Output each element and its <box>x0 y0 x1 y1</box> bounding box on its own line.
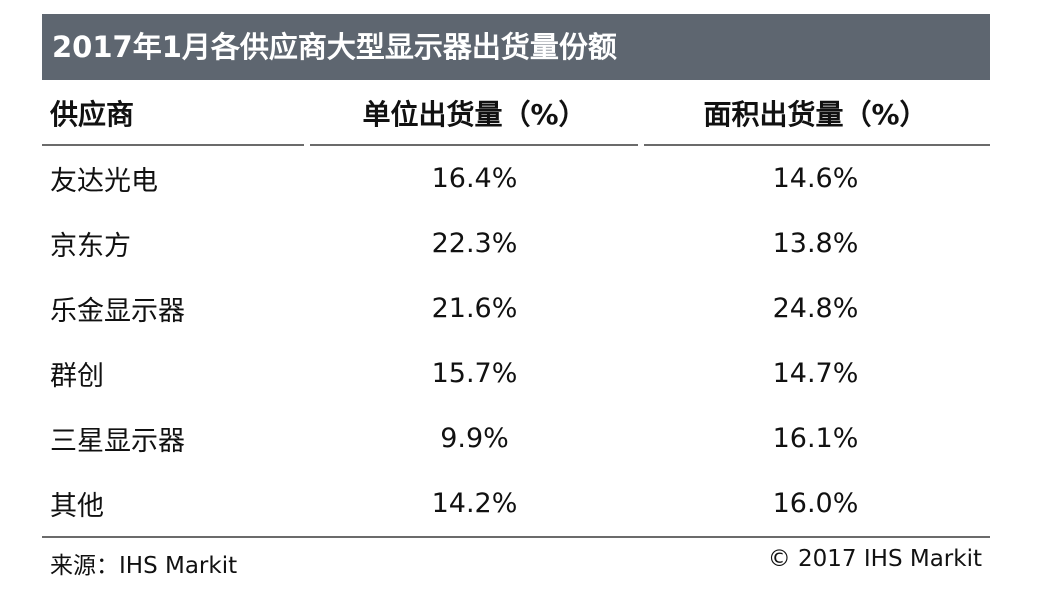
area-share-cell: 14.7% <box>772 358 859 389</box>
unit-share-cell: 9.9% <box>440 423 509 454</box>
table-row: 乐金显示器 21.6% 24.8% <box>42 276 990 341</box>
header-area-share: 面积出货量（%） <box>703 98 928 131</box>
area-share-cell: 13.8% <box>772 228 859 259</box>
unit-share-cell: 15.7% <box>431 358 518 389</box>
table-row: 友达光电 16.4% 14.6% <box>42 146 990 211</box>
table-title: 2017年1月各供应商大型显示器出货量份额 <box>42 14 990 80</box>
unit-share-cell: 22.3% <box>431 228 518 259</box>
table-row: 三星显示器 9.9% 16.1% <box>42 406 990 471</box>
header-supplier: 供应商 <box>50 98 135 131</box>
share-table: 供应商 单位出货量（%） 面积出货量（%） 友达光电 16.4% 14.6% 京… <box>42 80 990 538</box>
supplier-cell: 友达光电 <box>50 166 158 197</box>
source-note: 来源：IHS Markit <box>50 553 238 579</box>
area-share-cell: 14.6% <box>772 163 859 194</box>
area-share-cell: 16.1% <box>772 423 859 454</box>
table-row: 其他 14.2% 16.0% <box>42 471 990 536</box>
table-header-row: 供应商 单位出货量（%） 面积出货量（%） <box>42 80 990 146</box>
unit-share-cell: 21.6% <box>431 293 518 324</box>
area-share-cell: 24.8% <box>772 293 859 324</box>
table-row: 群创 15.7% 14.7% <box>42 341 990 406</box>
unit-share-cell: 14.2% <box>431 488 518 519</box>
supplier-cell: 三星显示器 <box>50 426 185 457</box>
header-unit-share: 单位出货量（%） <box>362 98 587 131</box>
supplier-cell: 京东方 <box>50 231 131 262</box>
table-bottom-divider <box>42 536 990 538</box>
table-footer: 来源：IHS Markit © 2017 IHS Markit <box>42 536 990 586</box>
supplier-cell: 群创 <box>50 361 104 392</box>
supplier-cell: 其他 <box>50 491 104 522</box>
unit-share-cell: 16.4% <box>431 163 518 194</box>
supplier-cell: 乐金显示器 <box>50 296 185 327</box>
header-divider <box>42 144 990 146</box>
copyright-note: © 2017 IHS Markit <box>767 546 982 572</box>
area-share-cell: 16.0% <box>772 488 859 519</box>
table-row: 京东方 22.3% 13.8% <box>42 211 990 276</box>
